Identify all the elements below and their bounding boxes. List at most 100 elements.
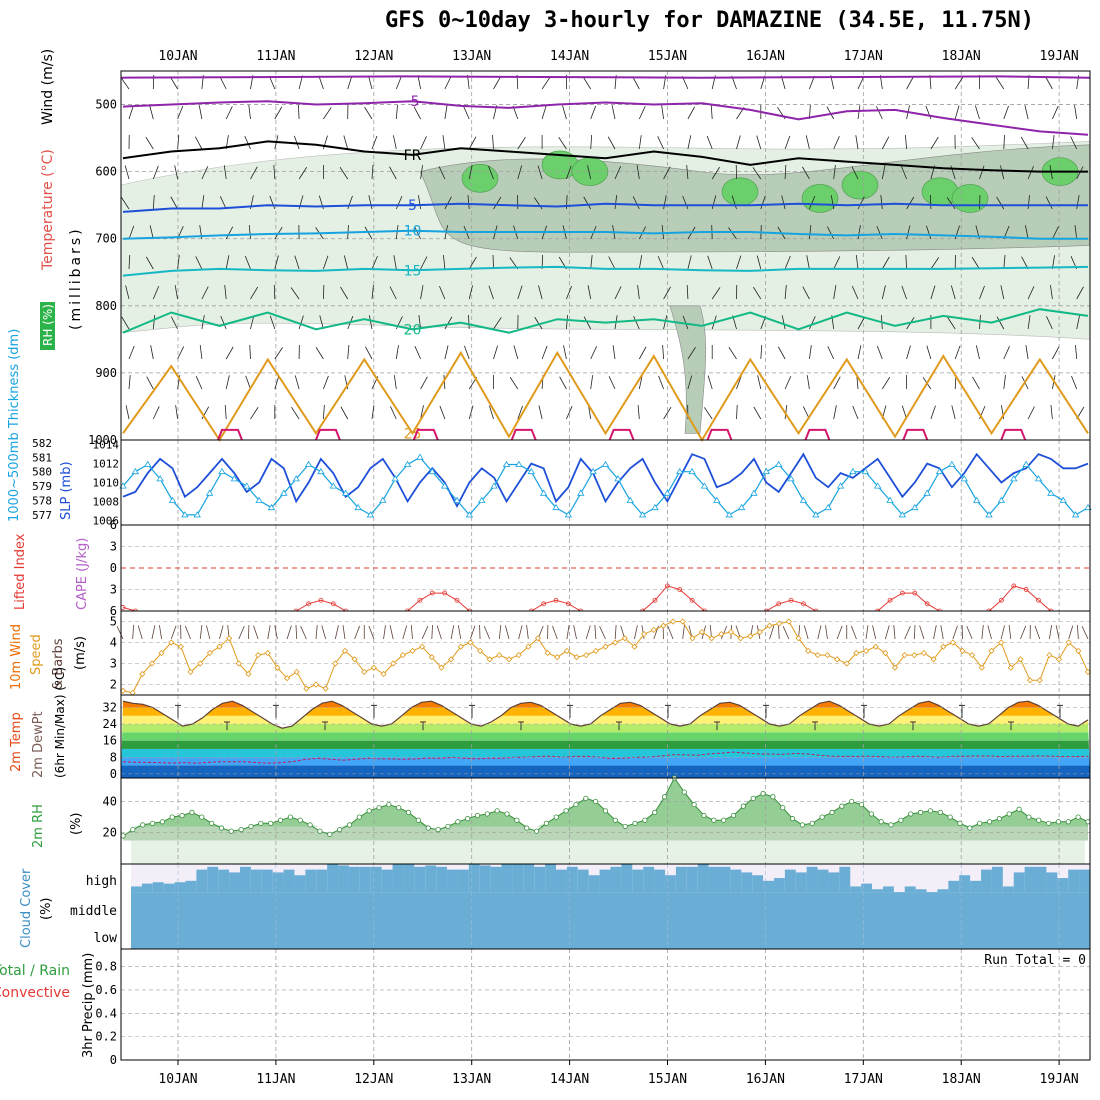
wind-speed-point	[679, 618, 686, 625]
rh-point	[927, 808, 934, 814]
rh-point	[799, 822, 806, 828]
wind-speed-point	[843, 660, 850, 667]
wind-barb	[637, 405, 640, 420]
cloud-high-bar	[1035, 866, 1047, 893]
wind-barb	[1027, 165, 1034, 180]
wind-speed-point	[197, 660, 204, 667]
wind-barb	[219, 76, 227, 90]
wind-left-labels-4: (m/s)	[73, 636, 88, 670]
wind-barb	[558, 137, 567, 150]
wind-barb	[368, 195, 373, 210]
wind-barb	[857, 225, 861, 240]
wind-barb	[170, 316, 178, 330]
thickness-point	[304, 460, 313, 467]
rh-tick-label: 40	[103, 794, 117, 808]
cloud-high-background	[904, 864, 917, 893]
thickness-point	[193, 511, 201, 518]
thickness-point	[168, 496, 177, 503]
wind-10m-barb	[782, 626, 790, 640]
cloud-high-bar	[207, 866, 219, 893]
rh-high-patch	[801, 184, 839, 213]
rh-point	[1046, 820, 1052, 826]
cloud-high-background	[970, 864, 982, 893]
cloud-high-background	[141, 864, 154, 893]
lifted-index-point	[1023, 587, 1029, 592]
wind-barb	[347, 345, 350, 360]
wind-barb	[343, 255, 349, 270]
rh-high-patch	[841, 170, 879, 200]
wind-barb	[707, 255, 713, 270]
rh-point	[996, 816, 1002, 822]
top-date-label: 16JAN	[746, 49, 785, 64]
wind-10m-barb	[599, 626, 606, 640]
rh-unit-labels: (%)	[69, 813, 84, 836]
wind-barb	[996, 196, 1005, 210]
rh-point	[642, 817, 648, 823]
wind-speed-point	[824, 652, 831, 659]
wind-barb	[339, 167, 349, 180]
wind-barb	[1076, 195, 1080, 210]
wind-speed-point	[631, 643, 638, 650]
wind-speed-point	[862, 647, 870, 654]
wind-barb	[124, 165, 130, 180]
lifted-index-point	[578, 608, 584, 611]
cloud-high-background	[861, 864, 873, 893]
wind-barb	[638, 106, 646, 120]
upper-air-left-labels: RH (%) Temperature (°C) Wind (m/s)	[40, 49, 56, 350]
rh-point	[484, 811, 490, 817]
wind-10m-barb	[851, 625, 857, 640]
thickness-point	[861, 467, 870, 475]
precip-tick-label: 0.6	[95, 983, 117, 997]
temperature-contour	[122, 229, 1088, 240]
thickness-axis-label: 1000~500mb Thickness (dm)	[7, 329, 22, 522]
temperature-contour-30	[217, 428, 243, 441]
wind-speed-point	[1017, 656, 1024, 663]
thickness-point	[663, 489, 672, 496]
wind-barb	[930, 285, 936, 300]
wind-barb	[347, 75, 353, 90]
wind-speed-point	[1036, 677, 1043, 684]
wind-barb	[925, 105, 932, 120]
rh-point	[277, 817, 284, 823]
thickness-point	[737, 503, 746, 511]
rh-point	[612, 817, 618, 823]
wind-barb	[587, 165, 592, 180]
wind-speed-point	[177, 643, 184, 650]
cloud-high-bar	[795, 872, 808, 893]
wind-barb	[220, 315, 227, 330]
wind-barb	[149, 225, 154, 240]
wind-barb	[900, 165, 907, 180]
contour-label: 10	[404, 224, 422, 240]
wind-barb	[830, 195, 835, 210]
wind-10m-barb	[132, 625, 135, 640]
pressure-axis-label: (millibars)	[68, 226, 84, 330]
thickness-point	[205, 489, 214, 496]
wind-barb	[444, 345, 449, 360]
rh-point	[248, 823, 254, 830]
lifted-index-point	[330, 601, 336, 607]
wind-barb	[323, 375, 329, 390]
thickness-point	[688, 467, 696, 475]
wind-speed-point	[380, 670, 387, 678]
wind-barb	[809, 225, 812, 240]
wind-barb	[711, 287, 721, 300]
temperature-contour-30	[1000, 428, 1027, 441]
wind-barb	[1003, 346, 1010, 360]
wind-barb	[972, 376, 980, 390]
cloud-high-background	[882, 864, 895, 893]
wind-barb	[995, 77, 1005, 90]
lifted-index-panel: 6 3 0 3 6 Lifted Index CAPE (J/kg)	[13, 518, 1091, 618]
wind-barb	[248, 225, 251, 240]
cloud-high-bar	[348, 866, 361, 893]
wind-speed-point	[351, 656, 358, 663]
wind-barb	[152, 165, 159, 180]
wind-speed-point	[727, 628, 735, 636]
wind-barb	[488, 285, 494, 300]
lifted-index-point	[467, 608, 472, 611]
thickness-point	[564, 511, 573, 518]
wind-barb	[152, 285, 160, 300]
precip-convective-label: Convective	[0, 985, 70, 1001]
wind-barb	[244, 136, 251, 150]
wind-10m-barb	[137, 625, 143, 640]
cloud-high-bar	[305, 869, 317, 893]
